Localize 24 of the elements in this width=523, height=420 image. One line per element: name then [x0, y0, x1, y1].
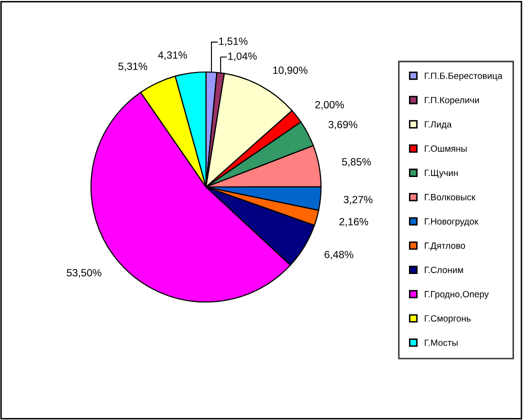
- legend-label: Г.Волковыск: [424, 194, 476, 200]
- legend-label: Г.Сморгонь: [424, 315, 471, 324]
- data-label: 3,27%: [344, 196, 372, 204]
- data-label: 2,00%: [315, 101, 344, 110]
- legend-label: Г.Лида: [424, 121, 452, 130]
- data-label: 53,50%: [66, 269, 102, 278]
- legend-label: Г.Мосты: [424, 340, 458, 346]
- data-label: 6,48%: [324, 250, 354, 260]
- legend-label: Г.Гродно,Оперу: [424, 290, 489, 300]
- data-label: 3,69%: [328, 120, 358, 130]
- data-label: 5,85%: [342, 158, 371, 167]
- legend-label: Г.П.Кореличи: [424, 96, 479, 106]
- data-label: 2,16%: [339, 218, 368, 227]
- legend-label: Г.Новогрудок: [424, 218, 478, 226]
- legend-label: Г.П.Б.Берестовица: [424, 72, 502, 81]
- legend-label: Г.Щучин: [424, 170, 458, 178]
- legend-label: Г.Дятлово: [424, 242, 466, 251]
- data-label: 4,31%: [158, 51, 188, 60]
- legend-label: Г.Ошмяны: [424, 145, 467, 152]
- legend-label: Г.Слоним: [424, 266, 463, 274]
- data-label: 1,04%: [228, 52, 257, 62]
- data-label: 5,31%: [118, 62, 148, 72]
- data-label: 10,90%: [273, 66, 308, 76]
- data-label: 1,51%: [219, 38, 248, 46]
